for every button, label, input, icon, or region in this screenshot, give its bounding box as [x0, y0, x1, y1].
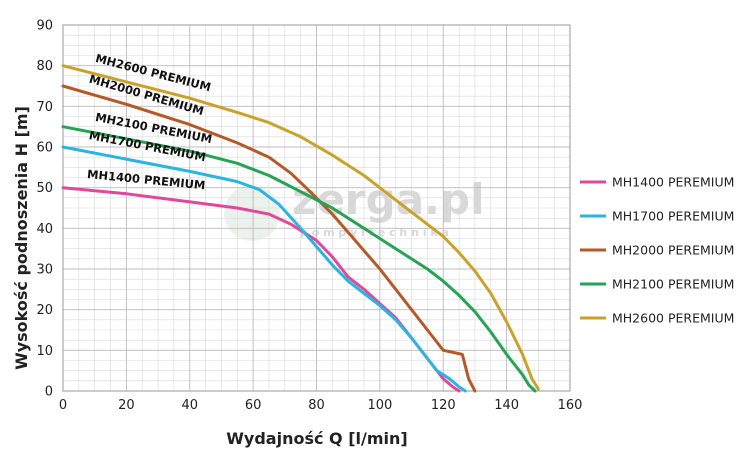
y-tick-label: 70 — [36, 100, 53, 115]
x-tick-label: 0 — [59, 398, 67, 413]
y-tick-label: 10 — [36, 344, 53, 359]
watermark-logo-icon — [224, 185, 280, 241]
y-tick-label: 40 — [36, 222, 53, 237]
y-tick-label: 50 — [36, 181, 53, 196]
legend-label-4: MH2600 PEREMIUM — [612, 311, 734, 326]
x-tick-label: 100 — [367, 398, 392, 413]
legend-label-2: MH2000 PEREMIUM — [612, 243, 734, 258]
watermark-main: zerga.pl — [292, 175, 484, 224]
y-tick-label: 60 — [36, 141, 53, 156]
legend: MH1400 PEREMIUM MH1700 PEREMIUM MH2000 PER… — [580, 175, 734, 326]
y-tick-label: 90 — [36, 19, 53, 34]
x-axis-title: Wydajność Q [l/min] — [226, 429, 407, 448]
y-tick-label: 20 — [36, 303, 53, 318]
x-tick-label: 20 — [118, 398, 135, 413]
y-tick-label: 80 — [36, 59, 53, 74]
y-tick-labels: 0 10 20 30 40 50 60 70 80 90 — [36, 19, 53, 400]
series-line-4 — [61, 64, 540, 391]
y-tick-label: 0 — [45, 385, 53, 400]
series-lines — [61, 64, 540, 393]
legend-label-0: MH1400 PEREMIUM — [612, 175, 734, 190]
legend-label-1: MH1700 PEREMIUM — [612, 209, 734, 224]
x-tick-label: 140 — [494, 398, 519, 413]
x-tick-label: 120 — [431, 398, 456, 413]
plot-frame — [62, 24, 571, 392]
series-line-2 — [61, 84, 477, 393]
y-tick-label: 30 — [36, 263, 53, 278]
x-tick-label: 80 — [308, 398, 325, 413]
series-line-3 — [61, 125, 537, 393]
y-axis-title: Wysokość podnoszenia H [m] — [12, 106, 31, 370]
axes — [62, 24, 571, 392]
x-tick-label: 160 — [558, 398, 583, 413]
x-tick-label: 40 — [181, 398, 198, 413]
series-line-1 — [61, 145, 467, 393]
x-tick-label: 60 — [245, 398, 262, 413]
legend-label-3: MH2100 PEREMIUM — [612, 277, 734, 292]
x-tick-labels: 0 20 40 60 80 100 120 140 160 — [59, 398, 583, 413]
